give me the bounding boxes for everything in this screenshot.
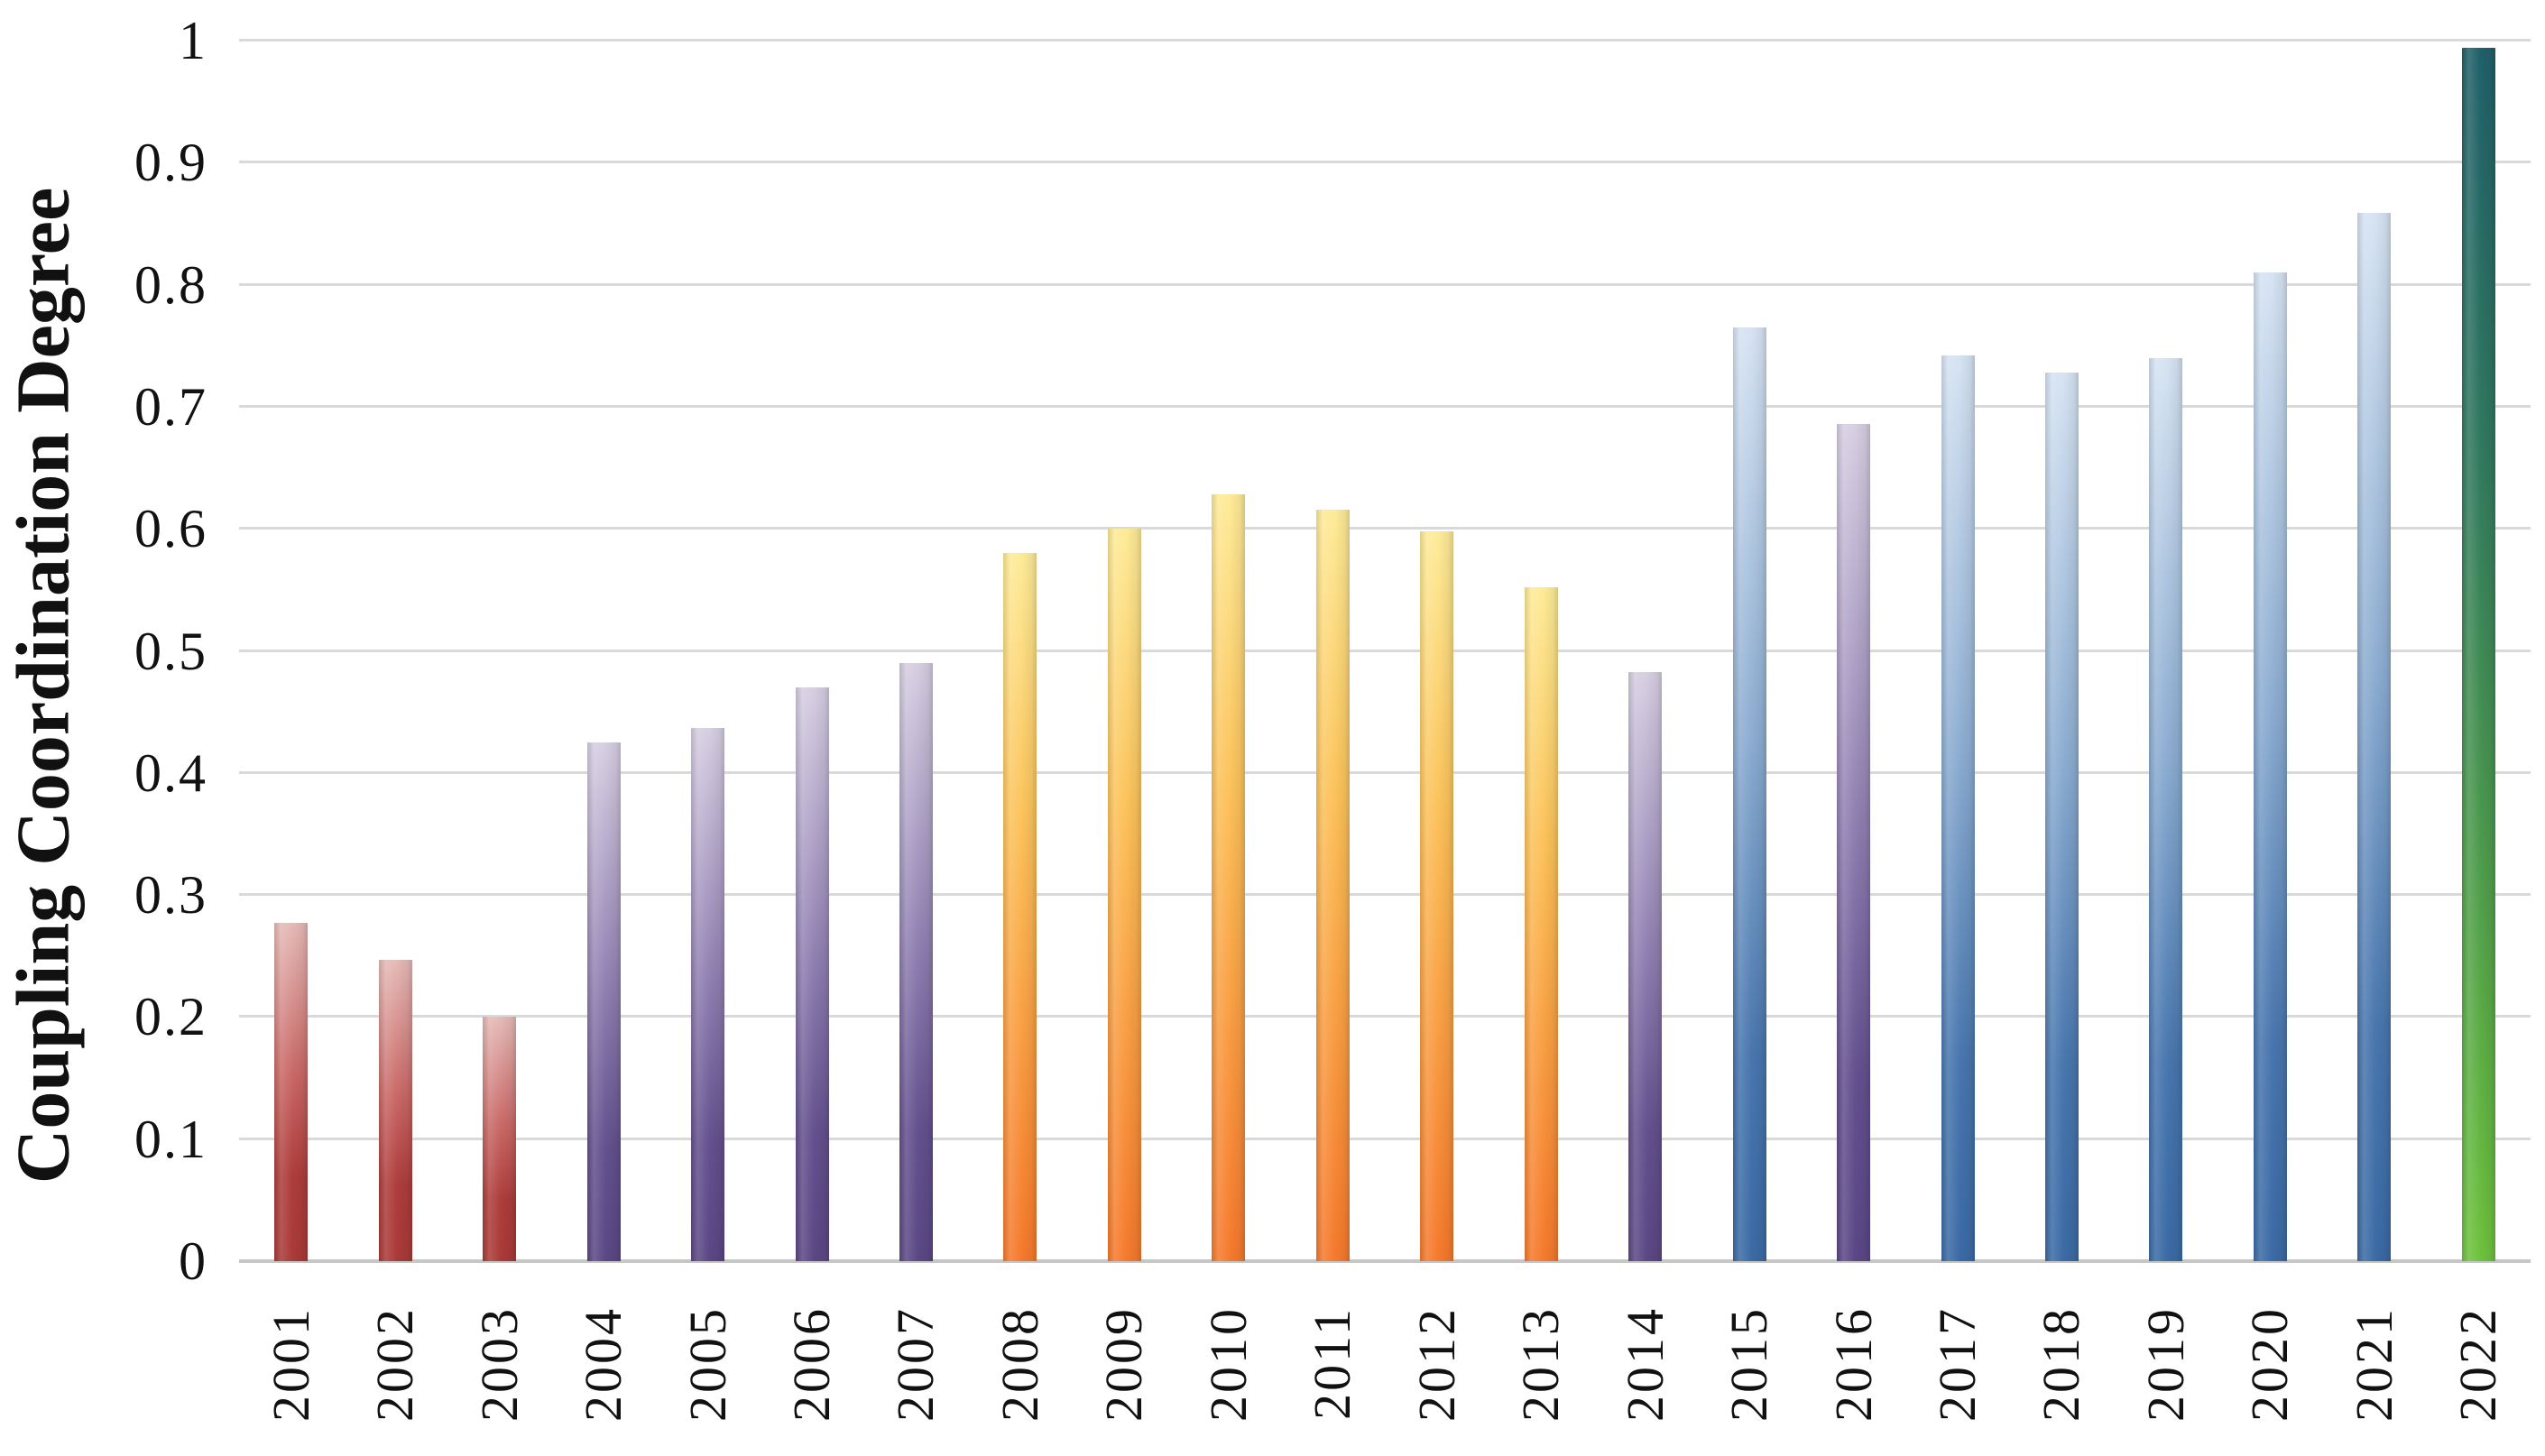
x-tick-label-2006: 2006 [782,1306,841,1422]
y-tick-label-0.1: 0.1 [134,1109,207,1169]
bar-2008 [1003,553,1037,1261]
y-tick-label-0.8: 0.8 [134,254,207,315]
gridline [239,404,2531,408]
y-tick-label-1: 1 [179,11,207,70]
y-tick-label-0.4: 0.4 [134,742,207,803]
y-tick-label-0.3: 0.3 [134,865,207,926]
gridline [239,527,2531,530]
x-tick-label-2002: 2002 [365,1306,425,1422]
bar-2014 [1628,671,1663,1262]
x-tick-label-2010: 2010 [1198,1306,1258,1422]
y-tick-label-0.5: 0.5 [134,621,207,681]
plot-area [239,39,2531,1263]
gridline [239,39,2531,41]
y-tick-label-0: 0 [179,1231,207,1291]
bar-2012 [1420,530,1454,1262]
x-tick-label-2019: 2019 [2135,1306,2195,1422]
bar-2017 [1941,355,1975,1261]
x-tick-label-2015: 2015 [1720,1306,1779,1422]
x-tick-label-2017: 2017 [1928,1306,1987,1422]
gridline [239,893,2531,897]
gridline [239,161,2531,164]
bar-2013 [1524,587,1558,1261]
x-tick-label-2007: 2007 [886,1306,945,1422]
bar-2016 [1837,423,1871,1262]
x-tick-label-2003: 2003 [469,1306,529,1422]
x-tick-label-2013: 2013 [1511,1306,1571,1422]
x-axis-baseline [239,1259,2531,1263]
y-tick-label-0.6: 0.6 [134,499,207,559]
bar-2022 [2461,48,2495,1261]
bar-2009 [1107,529,1141,1261]
x-tick-label-2020: 2020 [2240,1306,2300,1422]
y-tick-label-0.7: 0.7 [134,376,207,437]
x-tick-label-2009: 2009 [1094,1306,1154,1422]
x-tick-label-2001: 2001 [261,1306,320,1422]
bar-2004 [586,742,621,1262]
bar-2020 [2253,272,2287,1261]
bar-2002 [378,959,412,1262]
x-tick-label-2011: 2011 [1303,1306,1362,1420]
bar-2005 [691,727,725,1262]
bar-2021 [2357,212,2392,1262]
bar-2015 [1732,327,1766,1262]
bar-2019 [2149,357,2183,1262]
x-tick-label-2005: 2005 [678,1306,737,1422]
y-tick-label-0.9: 0.9 [134,133,207,193]
x-tick-label-2022: 2022 [2448,1306,2508,1422]
x-tick-label-2016: 2016 [1823,1306,1883,1422]
x-tick-label-2012: 2012 [1406,1306,1466,1422]
gridline [239,770,2531,774]
bar-2007 [899,663,933,1261]
bar-2006 [795,687,829,1261]
gridline [239,1137,2531,1140]
x-tick-label-2014: 2014 [1615,1306,1674,1422]
x-tick-label-2004: 2004 [574,1306,633,1422]
x-tick-label-2018: 2018 [2032,1306,2091,1422]
bar-2018 [2044,373,2079,1261]
bar-2010 [1212,494,1246,1261]
x-tick-label-2021: 2021 [2344,1306,2403,1422]
bar-2011 [1315,509,1350,1262]
bar-2003 [483,1017,517,1261]
x-tick-label-2008: 2008 [990,1306,1049,1422]
gridline [239,282,2531,286]
gridline [239,1015,2531,1018]
y-tick-label-0.2: 0.2 [134,987,207,1047]
bar-2001 [274,923,309,1261]
gridline [239,649,2531,652]
